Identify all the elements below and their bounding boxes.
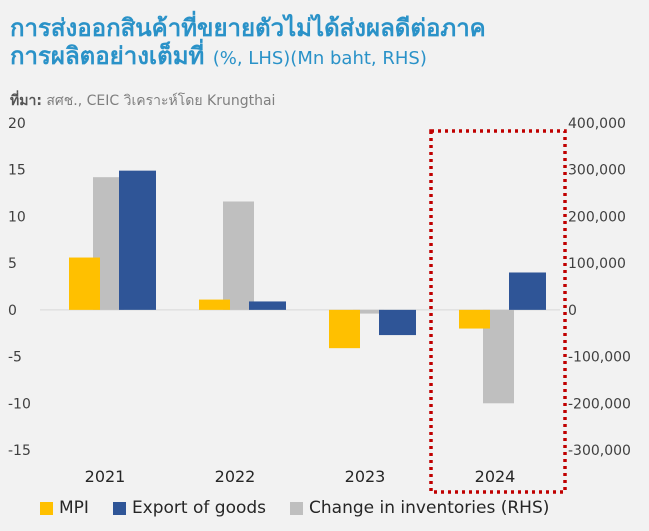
- chart-units: (%, LHS)(Mn baht, RHS): [212, 48, 427, 69]
- source-label: ที่มา:: [10, 93, 42, 109]
- right-axis-tick-label: 400,000: [568, 116, 626, 132]
- legend: MPI Export of goods Change in inventorie…: [40, 498, 549, 518]
- bar-export-2024: [509, 272, 546, 310]
- left-axis-tick-label: 5: [8, 256, 17, 272]
- bar-export-2023: [379, 309, 416, 336]
- bar-mpi-2024: [459, 309, 490, 329]
- right-axis-tick-label: -200,000: [568, 396, 631, 412]
- bar-inventories-2022: [223, 201, 254, 310]
- legend-swatch-inventories: [290, 501, 304, 515]
- bar-export-2022: [249, 301, 286, 310]
- left-axis-tick-label: 10: [8, 209, 26, 225]
- category-label-2023: 2023: [345, 467, 386, 486]
- bar-inventories-2023: [353, 309, 384, 314]
- right-axis-tick-label: 200,000: [568, 209, 626, 225]
- legend-swatch-export: [112, 501, 126, 515]
- right-axis-tick-label: 300,000: [568, 163, 626, 179]
- bar-export-2021: [119, 170, 156, 310]
- left-axis-tick-label: 0: [8, 303, 17, 319]
- highlight-box-2024: [429, 129, 567, 494]
- bar-mpi-2021: [69, 257, 100, 310]
- category-label-2022: 2022: [215, 467, 256, 486]
- legend-swatch-mpi: [40, 501, 53, 515]
- source-note: ที่มา: สศช., CEIC วิเคราะห์โดย Krungthai: [10, 90, 275, 112]
- legend-item-mpi: MPI: [40, 498, 89, 518]
- left-axis-tick-label: 20: [8, 116, 26, 132]
- chart-title-line2: การผลิตอย่างเต็มที่ (%, LHS)(Mn baht, RH…: [10, 42, 641, 73]
- right-axis-tick-label: -100,000: [568, 350, 631, 366]
- legend-label-export: Export of goods: [131, 498, 267, 518]
- chart-title-line1: การส่งออกสินค้าที่ขยายตัวไม่ได้ส่งผลดีต่…: [10, 14, 486, 42]
- legend-item-inventories: Change in inventories (RHS): [290, 498, 549, 518]
- legend-label-inventories: Change in inventories (RHS): [309, 498, 550, 518]
- right-axis-tick-label: 100,000: [568, 256, 626, 272]
- left-axis-tick-label: 15: [8, 163, 26, 179]
- chart-title-line2-text: การผลิตอย่างเต็มที่: [10, 42, 205, 70]
- legend-item-export: Export of goods: [112, 498, 267, 518]
- left-axis-tick-label: -10: [8, 396, 31, 412]
- right-axis-tick-label: -300,000: [568, 443, 631, 459]
- bar-mpi-2022: [199, 299, 230, 310]
- right-axis-tick-label: 0: [568, 303, 577, 319]
- left-axis-tick-label: -15: [8, 443, 31, 459]
- left-axis-tick-label: -5: [8, 350, 22, 366]
- source-text: สศช., CEIC วิเคราะห์โดย Krungthai: [46, 93, 276, 109]
- category-label-2021: 2021: [85, 467, 126, 486]
- chart-title: การส่งออกสินค้าที่ขยายตัวไม่ได้ส่งผลดีต่…: [10, 14, 641, 73]
- bar-mpi-2023: [329, 309, 360, 349]
- category-label-2024: 2024: [475, 467, 516, 486]
- legend-label-mpi: MPI: [59, 498, 89, 518]
